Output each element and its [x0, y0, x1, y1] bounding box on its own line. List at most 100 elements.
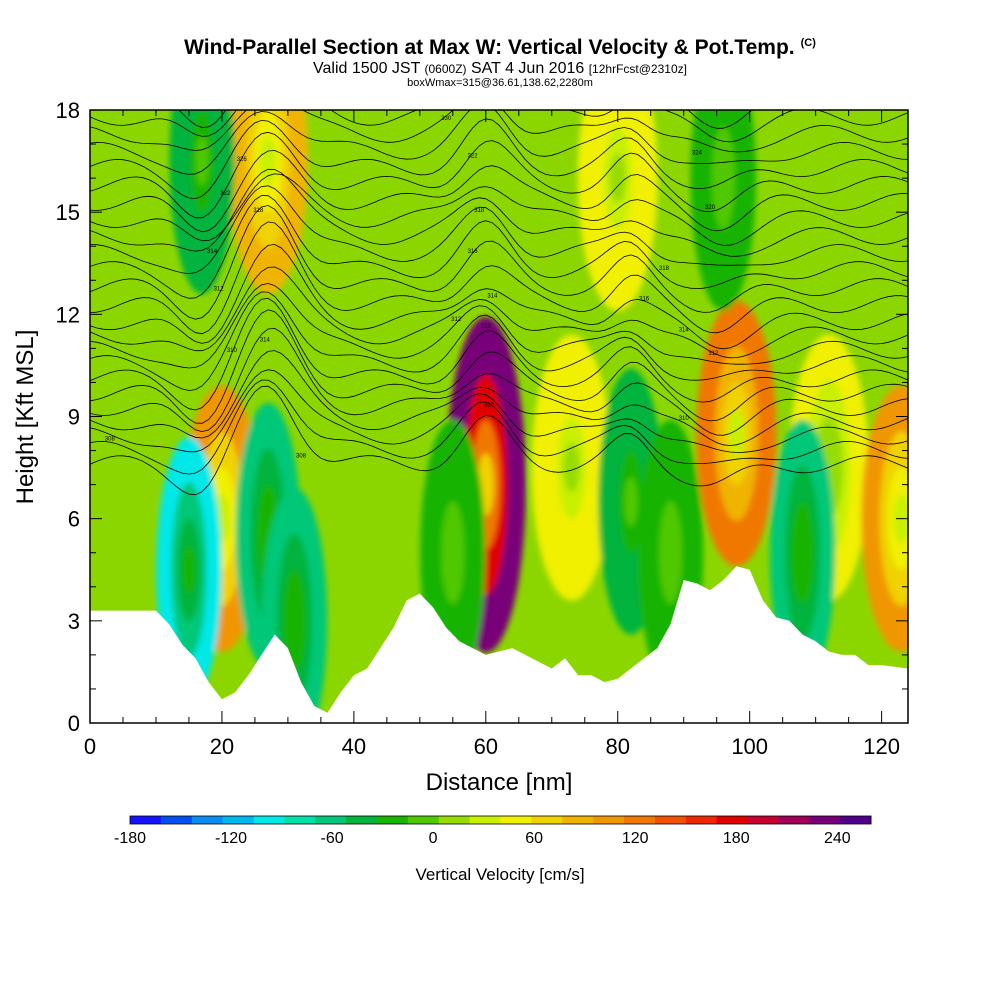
contour-label: 312 — [481, 324, 492, 330]
y-tick-labels: 0 3 6 9 12 15 18 — [56, 98, 80, 736]
downdraft-cell-6-level-3 — [663, 528, 678, 578]
colorbar-tick-label: 240 — [824, 830, 851, 847]
colorbar-tick-label: 180 — [723, 830, 750, 847]
updraft-cell-1-level-3 — [260, 136, 277, 186]
colorbar-swatch — [438, 816, 471, 824]
colorbar-swatch — [654, 816, 687, 824]
contour-label: 314 — [260, 338, 271, 344]
contour-label: 308 — [105, 436, 116, 442]
colorbar-swatch — [747, 816, 779, 824]
y-tick-label: 18 — [56, 98, 80, 123]
theta-contour-line — [90, 266, 908, 359]
colorbar-tick-label: 0 — [429, 830, 438, 847]
contour-label: 314 — [679, 327, 690, 333]
theta-contour-line — [90, 244, 908, 350]
colorbar-swatch — [809, 816, 841, 824]
contour-label: 308 — [296, 453, 307, 459]
contour-label: 318 — [474, 208, 485, 214]
y-axis-label: Height [Kft MSL] — [12, 330, 39, 505]
colorbar-swatch — [531, 816, 563, 824]
colorbar-swatch — [284, 816, 316, 824]
colorbar-tick-label: -60 — [321, 830, 344, 847]
contour-label: 316 — [468, 249, 479, 255]
theta-contour-line — [90, 185, 908, 275]
contour-label: 310 — [227, 348, 238, 354]
colorbar — [129, 815, 872, 825]
colorbar-tick-label: -120 — [215, 830, 247, 847]
contour-label: 330 — [441, 116, 452, 122]
contour-label: 318 — [253, 208, 264, 214]
updraft-cell-5-level-3 — [728, 408, 745, 459]
y-tick-label: 9 — [68, 405, 80, 430]
theta-contour-line — [90, 221, 908, 335]
y-tick-label: 0 — [68, 711, 80, 736]
x-tick-label: 100 — [731, 734, 768, 759]
theta-contour-line — [90, 350, 908, 446]
theta-contour-line — [90, 110, 908, 153]
axis-ticks — [89, 109, 908, 724]
colorbar-title: Vertical Velocity [cm/s] — [415, 865, 584, 884]
theta-contour-line — [90, 173, 908, 246]
contour-label: 324 — [692, 150, 703, 156]
theta-contour-line — [90, 283, 908, 369]
colorbar-swatch — [778, 816, 810, 824]
x-tick-labels: 0 20 40 60 80 100 120 — [84, 734, 900, 759]
colorbar-swatch — [593, 816, 625, 824]
colorbar-swatch — [500, 816, 532, 824]
forecast-info: [12hrFcst@2310z] — [588, 62, 687, 76]
colorbar-swatch — [253, 816, 285, 824]
contour-label: 322 — [220, 191, 231, 197]
colorbar-swatch — [315, 816, 347, 824]
valid-time: Valid 1500 JST — [313, 60, 421, 77]
theta-contour-line — [90, 205, 908, 320]
valid-utc: (0600Z) — [424, 62, 467, 76]
contour-label: 312 — [708, 351, 719, 357]
downdraft-cell-5-level-3 — [624, 476, 638, 527]
downdraft-cell-0-level-3 — [182, 545, 196, 595]
contour-labels: 326 322 318 314 312 310 314 308 308 330 322 318 316 3… — [105, 116, 719, 459]
y-tick-label: 15 — [56, 200, 80, 225]
plot-area: 326 322 318 314 312 310 314 308 308 330 322 318 316 3… — [90, 110, 908, 723]
downdraft-cell-4-level-3 — [446, 528, 460, 578]
x-tick-label: 120 — [863, 734, 900, 759]
theta-contour-line — [90, 150, 908, 233]
copyright-mark: (C) — [800, 37, 816, 49]
theta-contour-line — [90, 110, 908, 175]
contour-label: 318 — [659, 266, 670, 272]
theta-contour-line — [90, 118, 908, 200]
theta-contour-line — [90, 309, 908, 424]
x-tick-label: 80 — [605, 734, 629, 759]
contour-label: 310 — [679, 416, 690, 422]
theta-contour-line — [90, 131, 908, 219]
colorbar-swatch — [685, 816, 718, 824]
valid-date: SAT 4 Jun 2016 — [471, 60, 585, 77]
colorbar-swatch — [469, 816, 501, 824]
contour-label: 316 — [639, 297, 650, 303]
theta-contours — [90, 110, 908, 496]
colorbar-swatch — [716, 816, 748, 824]
colorbar-tick-label: -180 — [114, 830, 146, 847]
y-tick-label: 12 — [56, 302, 80, 327]
colorbar-swatch — [130, 816, 162, 824]
x-tick-label: 60 — [474, 734, 498, 759]
contour-label: 322 — [468, 154, 479, 160]
theta-contour-line — [90, 327, 908, 436]
theta-contour-line — [90, 385, 908, 496]
terrain — [90, 566, 908, 723]
theta-contour-line — [90, 369, 908, 453]
x-tick-label: 20 — [210, 734, 234, 759]
theta-contour-line — [90, 379, 908, 475]
colorbar-tick-label: 120 — [622, 830, 649, 847]
contour-label: 314 — [487, 293, 498, 299]
contour-label: 312 — [214, 286, 225, 292]
downdraft-cell-8-level-3 — [716, 153, 730, 203]
colorbar-swatch — [562, 816, 594, 824]
colorbar-swatch — [407, 816, 440, 824]
theta-contour-line — [90, 297, 908, 411]
contour-label: 314 — [207, 249, 218, 255]
downdraft-cell-3-level-3 — [287, 596, 302, 646]
chart-title-text: Wind-Parallel Section at Max W: Vertical… — [184, 36, 795, 59]
box-info: boxWmax=315@36.61,138.62,2280m — [407, 77, 593, 89]
contour-label: 312 — [451, 317, 462, 323]
